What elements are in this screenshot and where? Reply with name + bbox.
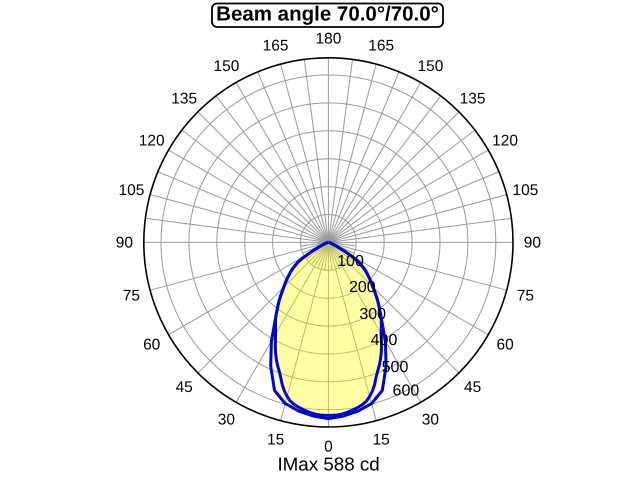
- svg-text:120: 120: [492, 133, 518, 150]
- svg-text:135: 135: [460, 90, 486, 107]
- svg-text:165: 165: [263, 38, 289, 55]
- svg-text:45: 45: [464, 379, 481, 396]
- svg-text:135: 135: [171, 90, 197, 107]
- svg-text:500: 500: [382, 359, 409, 376]
- svg-text:165: 165: [368, 38, 394, 55]
- svg-text:120: 120: [139, 133, 165, 150]
- svg-text:100: 100: [337, 253, 364, 270]
- svg-text:60: 60: [143, 337, 161, 354]
- svg-text:400: 400: [371, 332, 398, 349]
- svg-text:105: 105: [118, 182, 144, 199]
- svg-text:45: 45: [176, 379, 193, 396]
- svg-text:Beam angle 70.0°/70.0°: Beam angle 70.0°/70.0°: [216, 2, 439, 25]
- svg-text:300: 300: [359, 306, 386, 323]
- svg-text:30: 30: [218, 411, 236, 428]
- svg-text:105: 105: [512, 182, 538, 199]
- svg-text:15: 15: [373, 432, 390, 449]
- svg-text:75: 75: [123, 287, 140, 304]
- svg-text:15: 15: [267, 432, 284, 449]
- svg-text:150: 150: [417, 58, 443, 75]
- svg-text:30: 30: [422, 411, 440, 428]
- svg-text:180: 180: [315, 31, 341, 48]
- svg-text:60: 60: [496, 337, 514, 354]
- svg-text:90: 90: [116, 235, 134, 252]
- svg-text:90: 90: [524, 235, 542, 252]
- svg-text:600: 600: [393, 382, 420, 399]
- svg-text:75: 75: [517, 287, 534, 304]
- svg-text:0: 0: [324, 439, 333, 456]
- svg-text:150: 150: [213, 58, 239, 75]
- svg-text:200: 200: [349, 279, 376, 296]
- svg-text:IMax 588 cd: IMax 588 cd: [277, 454, 379, 475]
